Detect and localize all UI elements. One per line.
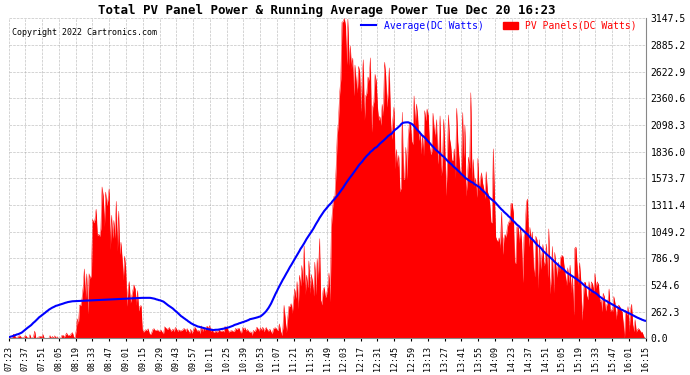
Title: Total PV Panel Power & Running Average Power Tue Dec 20 16:23: Total PV Panel Power & Running Average P…	[99, 4, 556, 17]
Text: Copyright 2022 Cartronics.com: Copyright 2022 Cartronics.com	[12, 28, 157, 37]
Legend: Average(DC Watts), PV Panels(DC Watts): Average(DC Watts), PV Panels(DC Watts)	[357, 17, 641, 34]
